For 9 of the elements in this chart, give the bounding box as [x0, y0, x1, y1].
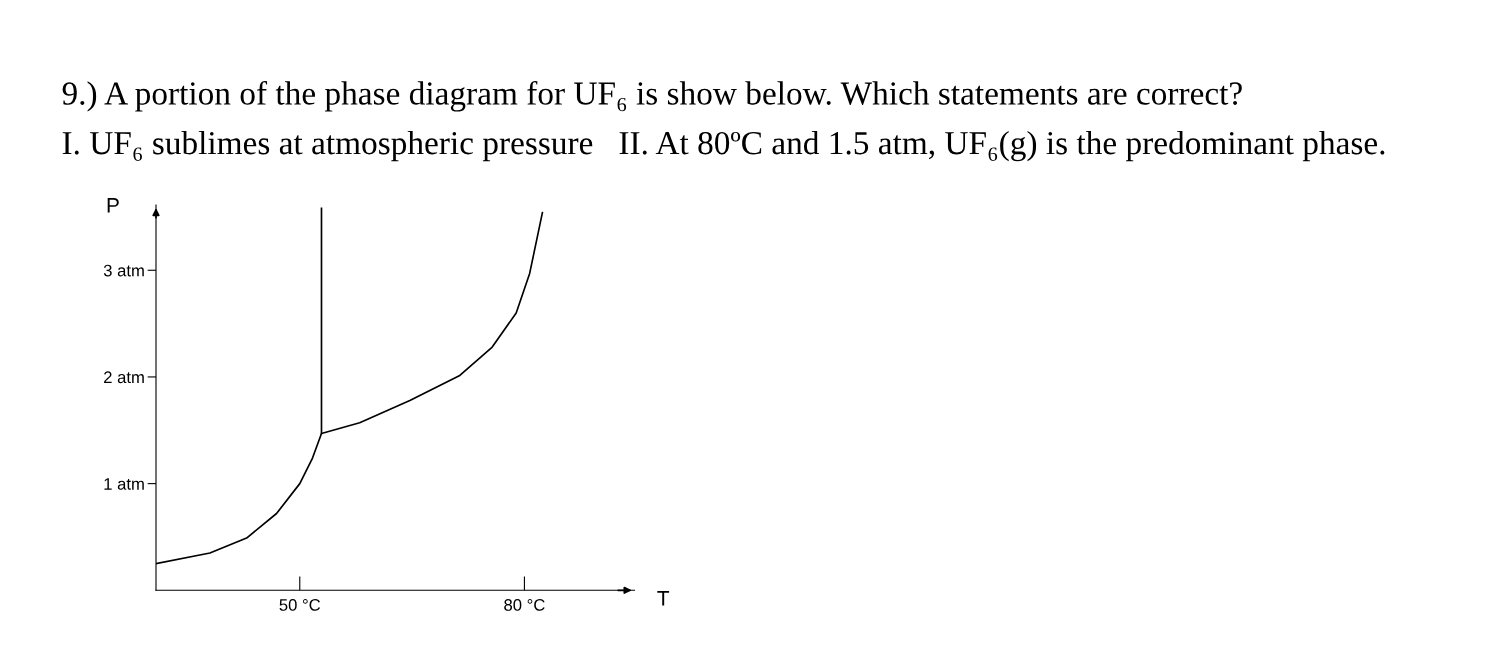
y-tick-label: 2 atm — [104, 371, 144, 384]
x-axis-title: T — [657, 591, 670, 606]
y-axis-title: P — [107, 198, 119, 213]
x-tick-label: 50 °C — [279, 599, 321, 611]
chart-title: 9.) A portion of the phase diagram for UF₆ is show below. Which statements are correct? — [62, 80, 1242, 112]
text: I. UF₆ sublimes at atmospheric pressure II. At 80ºC and 1.5 atm, UF₆(g) is the predominant phase. — [62, 130, 1385, 162]
y-tick-label: 3 atm — [103, 264, 144, 277]
x-tick-label: 80 °C — [504, 599, 545, 611]
y-tick-label: 1 atm — [104, 478, 144, 490]
